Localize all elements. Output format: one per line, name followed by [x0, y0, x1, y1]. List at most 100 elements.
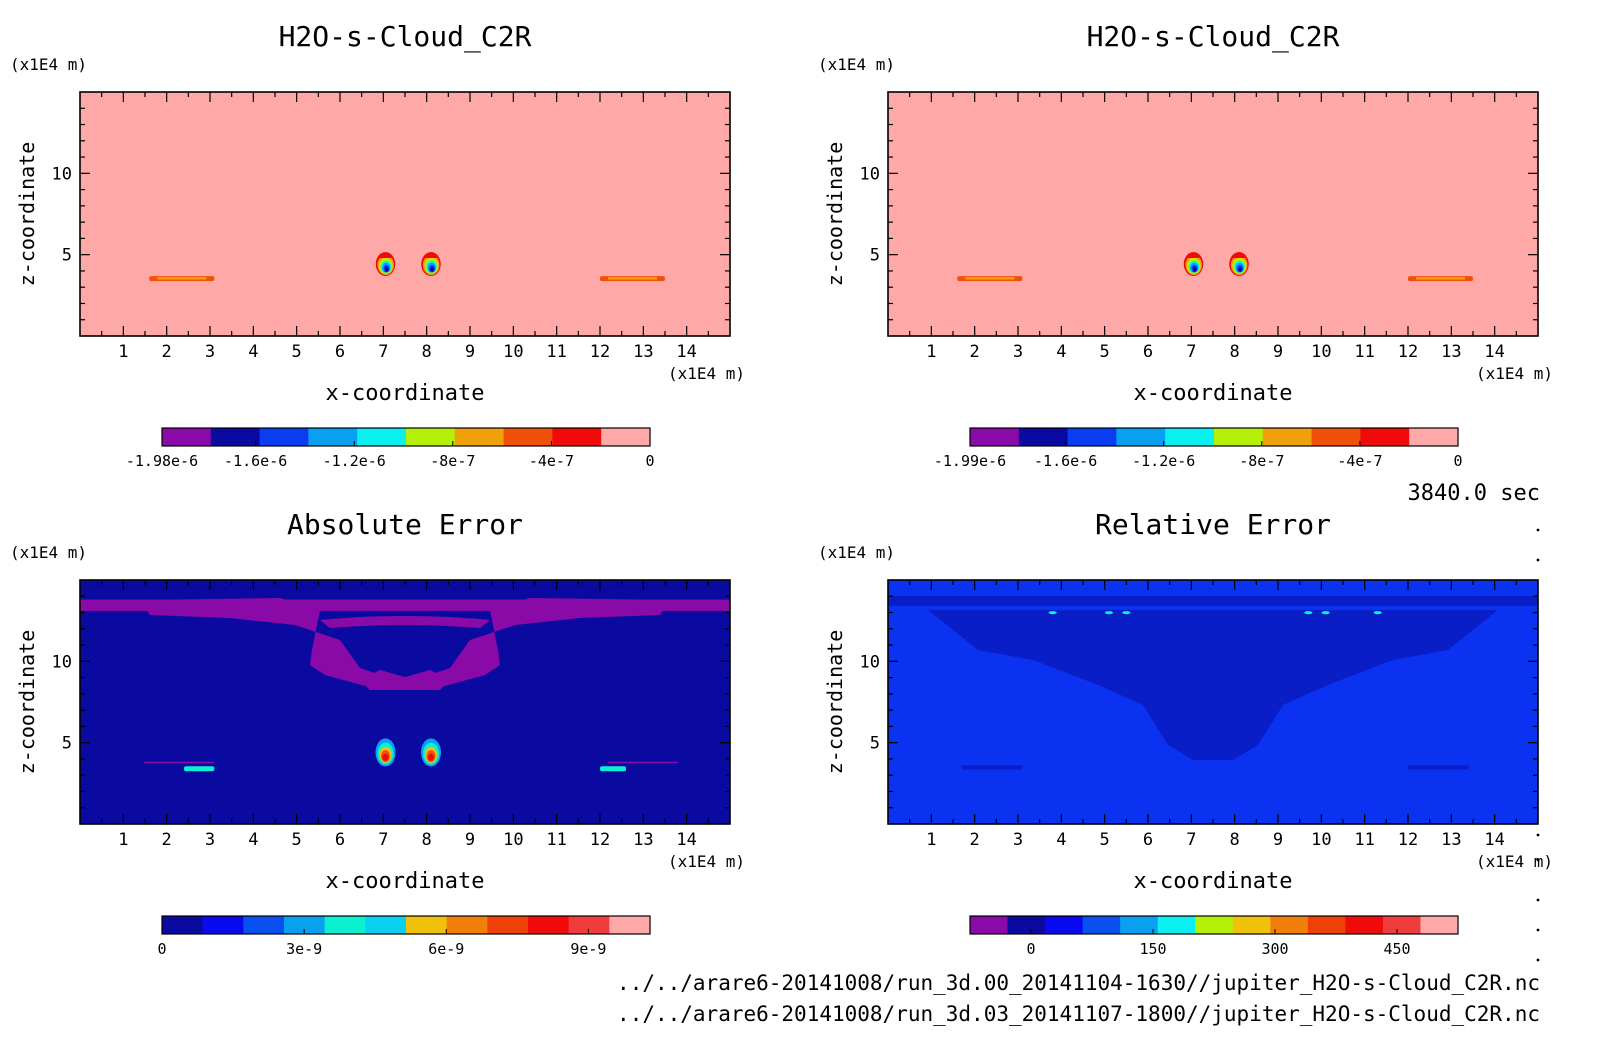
y-tick-label: 5 — [62, 246, 72, 266]
right-margin-dots — [1536, 528, 1540, 962]
colorbar-tick-label: -1.6e-6 — [1034, 452, 1097, 470]
x-tick-label: 9 — [1273, 342, 1283, 362]
x-tick-label: 1 — [118, 830, 128, 850]
margin-dot — [1536, 528, 1540, 532]
data-blob-tip — [425, 253, 437, 259]
x-tick-label: 13 — [1441, 342, 1461, 362]
colorbar-swatch — [601, 428, 651, 446]
x-tick-label: 13 — [633, 342, 653, 362]
colorbar-swatch — [970, 916, 1009, 934]
y-tick-label: 10 — [52, 652, 72, 672]
x-tick-label: 5 — [292, 342, 302, 362]
time-label: 3840.0 sec — [1408, 481, 1540, 506]
colorbar-swatch — [609, 916, 651, 934]
colorbar-swatch — [1307, 916, 1346, 934]
x-tick-label: 6 — [1143, 830, 1153, 850]
x-tick-label: 2 — [970, 342, 980, 362]
data-blob — [384, 267, 389, 272]
data-spot — [1048, 611, 1057, 615]
data-band-line — [144, 761, 214, 764]
panel-1: H2O-s-Cloud_C2R(x1E4 m)(x1E4 m)1 2 3 4 5 6 7 8 9… — [10, 20, 745, 470]
y-tick-label: 5 — [870, 246, 880, 266]
data-upper-band — [888, 596, 1538, 606]
panel-4: Relative Error(x1E4 m)(x1E4 m)1 2 3 4 5 6 7 8 9 1… — [818, 508, 1553, 958]
x-tick-label: 8 — [422, 342, 432, 362]
data-band — [600, 766, 626, 772]
data-blob — [382, 753, 389, 761]
x-tick-label: 7 — [378, 342, 388, 362]
colorbar-tick-label: 0 — [645, 452, 654, 470]
plot-area — [888, 92, 1538, 336]
colorbar-swatch — [324, 916, 366, 934]
colorbar-swatch — [308, 428, 358, 446]
colorbar-swatch — [454, 428, 505, 446]
x-tick-label: 6 — [335, 342, 345, 362]
y-tick-label: 5 — [62, 734, 72, 754]
colorbar-tick-label: -1.2e-6 — [323, 452, 386, 470]
colorbar-swatch — [357, 428, 407, 446]
x-tick-label: 14 — [676, 342, 696, 362]
data-blob-tip — [1187, 253, 1200, 259]
data-spot — [1304, 611, 1313, 615]
colorbar: 0 3e-9 6e-9 9e-9 — [157, 915, 651, 958]
y-unit-label: (x1E4 m) — [818, 543, 895, 562]
colorbar-frame — [969, 427, 1459, 447]
field — [888, 596, 1538, 770]
x-tick-label: 10 — [1311, 342, 1331, 362]
colorbar-swatch — [1232, 916, 1271, 934]
data-spot — [1373, 611, 1382, 615]
x-axis-label: x-coordinate — [1134, 869, 1293, 894]
x-tick-label: 12 — [590, 342, 610, 362]
colorbar-swatch — [1270, 916, 1309, 934]
colorbar-tick-label: 9e-9 — [570, 940, 606, 958]
data-band-line — [608, 761, 678, 764]
x-tick-label: 10 — [503, 342, 523, 362]
x-tick-label: 8 — [1230, 342, 1240, 362]
x-tick-label: 2 — [970, 830, 980, 850]
colorbar-swatch — [1157, 916, 1196, 934]
field — [957, 252, 1473, 282]
x-tick-label: 7 — [1186, 342, 1196, 362]
x-tick-label: 9 — [465, 830, 475, 850]
y-tick-label: 10 — [860, 652, 880, 672]
colorbar-swatch — [1382, 916, 1421, 934]
x-tick-label: 3 — [1013, 830, 1023, 850]
colorbar-swatch — [1262, 428, 1313, 446]
x-tick-label: 12 — [1398, 342, 1418, 362]
data-blob — [430, 267, 435, 272]
x-tick-label: 3 — [205, 342, 215, 362]
plot-area — [80, 92, 730, 336]
colorbar-tick-label: -1.99e-6 — [934, 452, 1006, 470]
data-blob — [1238, 267, 1242, 272]
margin-dot — [1536, 558, 1540, 562]
x-tick-label: 9 — [1273, 830, 1283, 850]
data-band — [961, 765, 1023, 770]
x-tick-label: 4 — [248, 342, 258, 362]
margin-dot — [1536, 958, 1540, 962]
colorbar-swatch — [1311, 428, 1361, 446]
colorbar-swatch — [1082, 916, 1121, 934]
x-axis-label: x-coordinate — [1134, 381, 1293, 406]
panel-title: H2O-s-Cloud_C2R — [1087, 20, 1340, 54]
colorbar-swatch — [162, 428, 212, 446]
x-tick-label: 6 — [335, 830, 345, 850]
y-axis-label: z-coordinate — [823, 142, 847, 287]
data-band — [1408, 765, 1469, 770]
x-tick-label: 11 — [546, 830, 566, 850]
x-tick-label: 10 — [503, 830, 523, 850]
y-axis-label: z-coordinate — [15, 142, 39, 287]
colorbar-swatch — [1045, 916, 1084, 934]
data-blob-tip — [379, 253, 392, 259]
x-unit-label: (x1E4 m) — [1476, 364, 1553, 383]
x-tick-label: 7 — [378, 830, 388, 850]
data-upper-layer — [80, 599, 730, 611]
colorbar-frame — [161, 427, 651, 447]
data-band-core — [1416, 277, 1465, 280]
x-tick-label: 12 — [590, 830, 610, 850]
colorbar-swatch — [552, 428, 602, 446]
colorbar: -1.98e-6 -1.6e-6 -1.2e-6 -8e-7 -4e-7 0 — [126, 427, 655, 470]
colorbar-tick-label: 0 — [1453, 452, 1462, 470]
x-tick-label: 1 — [926, 342, 936, 362]
colorbar-swatch — [1165, 428, 1215, 446]
colorbar-tick-label: 300 — [1261, 940, 1288, 958]
